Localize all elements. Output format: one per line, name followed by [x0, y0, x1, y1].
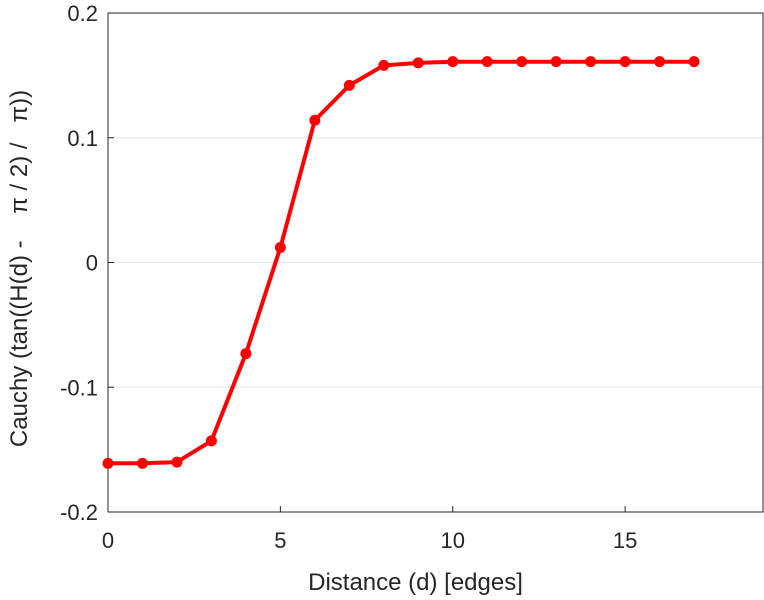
- data-point: [378, 59, 390, 71]
- y-tick-label: 0: [86, 251, 98, 276]
- y-tick-label: 0.2: [67, 1, 98, 26]
- data-point: [136, 457, 148, 469]
- data-point: [654, 56, 666, 68]
- data-point: [447, 56, 459, 68]
- data-point: [274, 242, 286, 254]
- x-tick-label: 10: [440, 528, 464, 553]
- grid-lines: [108, 137, 763, 388]
- data-point: [343, 79, 355, 91]
- data-point: [516, 56, 528, 68]
- series-layer: [102, 56, 700, 469]
- y-tick-label: -0.2: [60, 500, 98, 525]
- data-point: [205, 435, 217, 447]
- x-tick-label: 0: [102, 528, 114, 553]
- y-tick-label: 0.1: [67, 126, 98, 151]
- data-point: [102, 457, 114, 469]
- x-tick-label: 5: [274, 528, 286, 553]
- data-point: [619, 56, 631, 68]
- x-axis-label: Distance (d) [edges]: [308, 569, 523, 596]
- data-point: [309, 114, 321, 126]
- data-point: [688, 56, 700, 68]
- y-tick-label: -0.1: [60, 375, 98, 400]
- data-point: [585, 56, 597, 68]
- series-line: [108, 59, 695, 466]
- data-point: [481, 56, 493, 68]
- axis-ticks: -0.2 -0.1 0 0.1 0.2 0 5 10 15: [60, 1, 637, 553]
- data-point: [240, 348, 252, 360]
- y-axis-label: Cauchy (tan((H(d) - π / 2) / π)): [6, 90, 33, 447]
- x-tick-label: 15: [613, 528, 637, 553]
- data-point: [171, 456, 183, 468]
- data-point: [412, 57, 424, 69]
- data-point: [550, 56, 562, 68]
